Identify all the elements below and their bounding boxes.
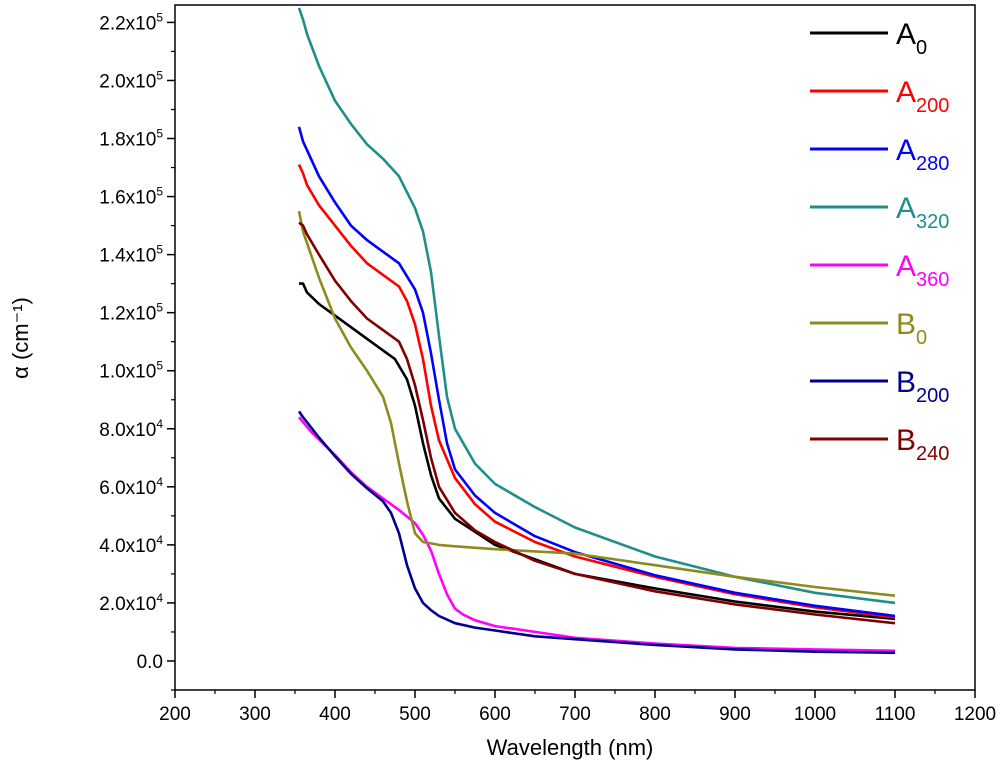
series-line-a320: [297, 7, 896, 605]
x-tick-label: 1100: [875, 704, 916, 725]
x-tick-label: 500: [399, 704, 431, 725]
series-line-b200: [297, 410, 896, 655]
legend-label: A280: [896, 134, 949, 175]
plot-frame: [174, 4, 976, 691]
y-tick-label: 0.0: [137, 652, 163, 673]
legend-label: A360: [896, 250, 949, 291]
legend: A0 A200 A280 A320 A360 B0 B200 B240: [810, 18, 949, 465]
y-tick-label: 1.0x105: [99, 359, 163, 383]
y-tick-label: 2.0x104: [99, 591, 163, 615]
series-line-a200: [297, 164, 896, 619]
x-tick-label: 300: [239, 704, 271, 725]
legend-label: A200: [896, 76, 949, 117]
y-axis-title: α (cm⁻¹): [8, 297, 33, 379]
series-line-b240: [298, 221, 896, 625]
legend-label: A320: [896, 192, 949, 233]
y-tick-label: 2.0x105: [99, 68, 163, 92]
x-tick-label: 900: [719, 704, 751, 725]
x-axis-title: Wavelength (nm): [487, 735, 654, 760]
x-tick-label: 400: [319, 704, 351, 725]
y-tick-label: 8.0x104: [99, 417, 163, 441]
series-line-a360: [297, 416, 896, 653]
plot-border: [174, 4, 976, 691]
y-tick-label: 1.4x105: [99, 243, 163, 267]
y-tick-label: 1.6x105: [99, 185, 163, 209]
legend-label: B240: [896, 424, 949, 465]
series-layer: [297, 7, 896, 655]
x-tick-label: 200: [159, 704, 191, 725]
legend-label: A0: [896, 18, 927, 59]
y-axis: 0.0 2.0x104 4.0x104 6.0x104 8.0x104 1.0x105 1.…: [99, 10, 175, 691]
y-tick-label: 4.0x104: [99, 533, 163, 557]
legend-label: B200: [896, 366, 949, 407]
x-tick-label: 1000: [794, 704, 836, 725]
x-tick-label: 700: [559, 704, 591, 725]
x-tick-label: 1200: [954, 704, 996, 725]
y-tick-label: 2.2x105: [99, 10, 163, 34]
series-line-a280: [297, 126, 896, 618]
x-tick-label: 600: [479, 704, 511, 725]
y-tick-label: 1.8x105: [99, 127, 163, 151]
legend-label: B0: [896, 308, 927, 349]
x-tick-label: 800: [639, 704, 671, 725]
y-tick-label: 6.0x104: [99, 475, 163, 499]
x-axis: 200 300 400 500 600 700 800 900 1000 1100 1200: [159, 690, 996, 725]
y-tick-label: 1.2x105: [99, 301, 163, 325]
series-line-b0: [297, 210, 896, 597]
